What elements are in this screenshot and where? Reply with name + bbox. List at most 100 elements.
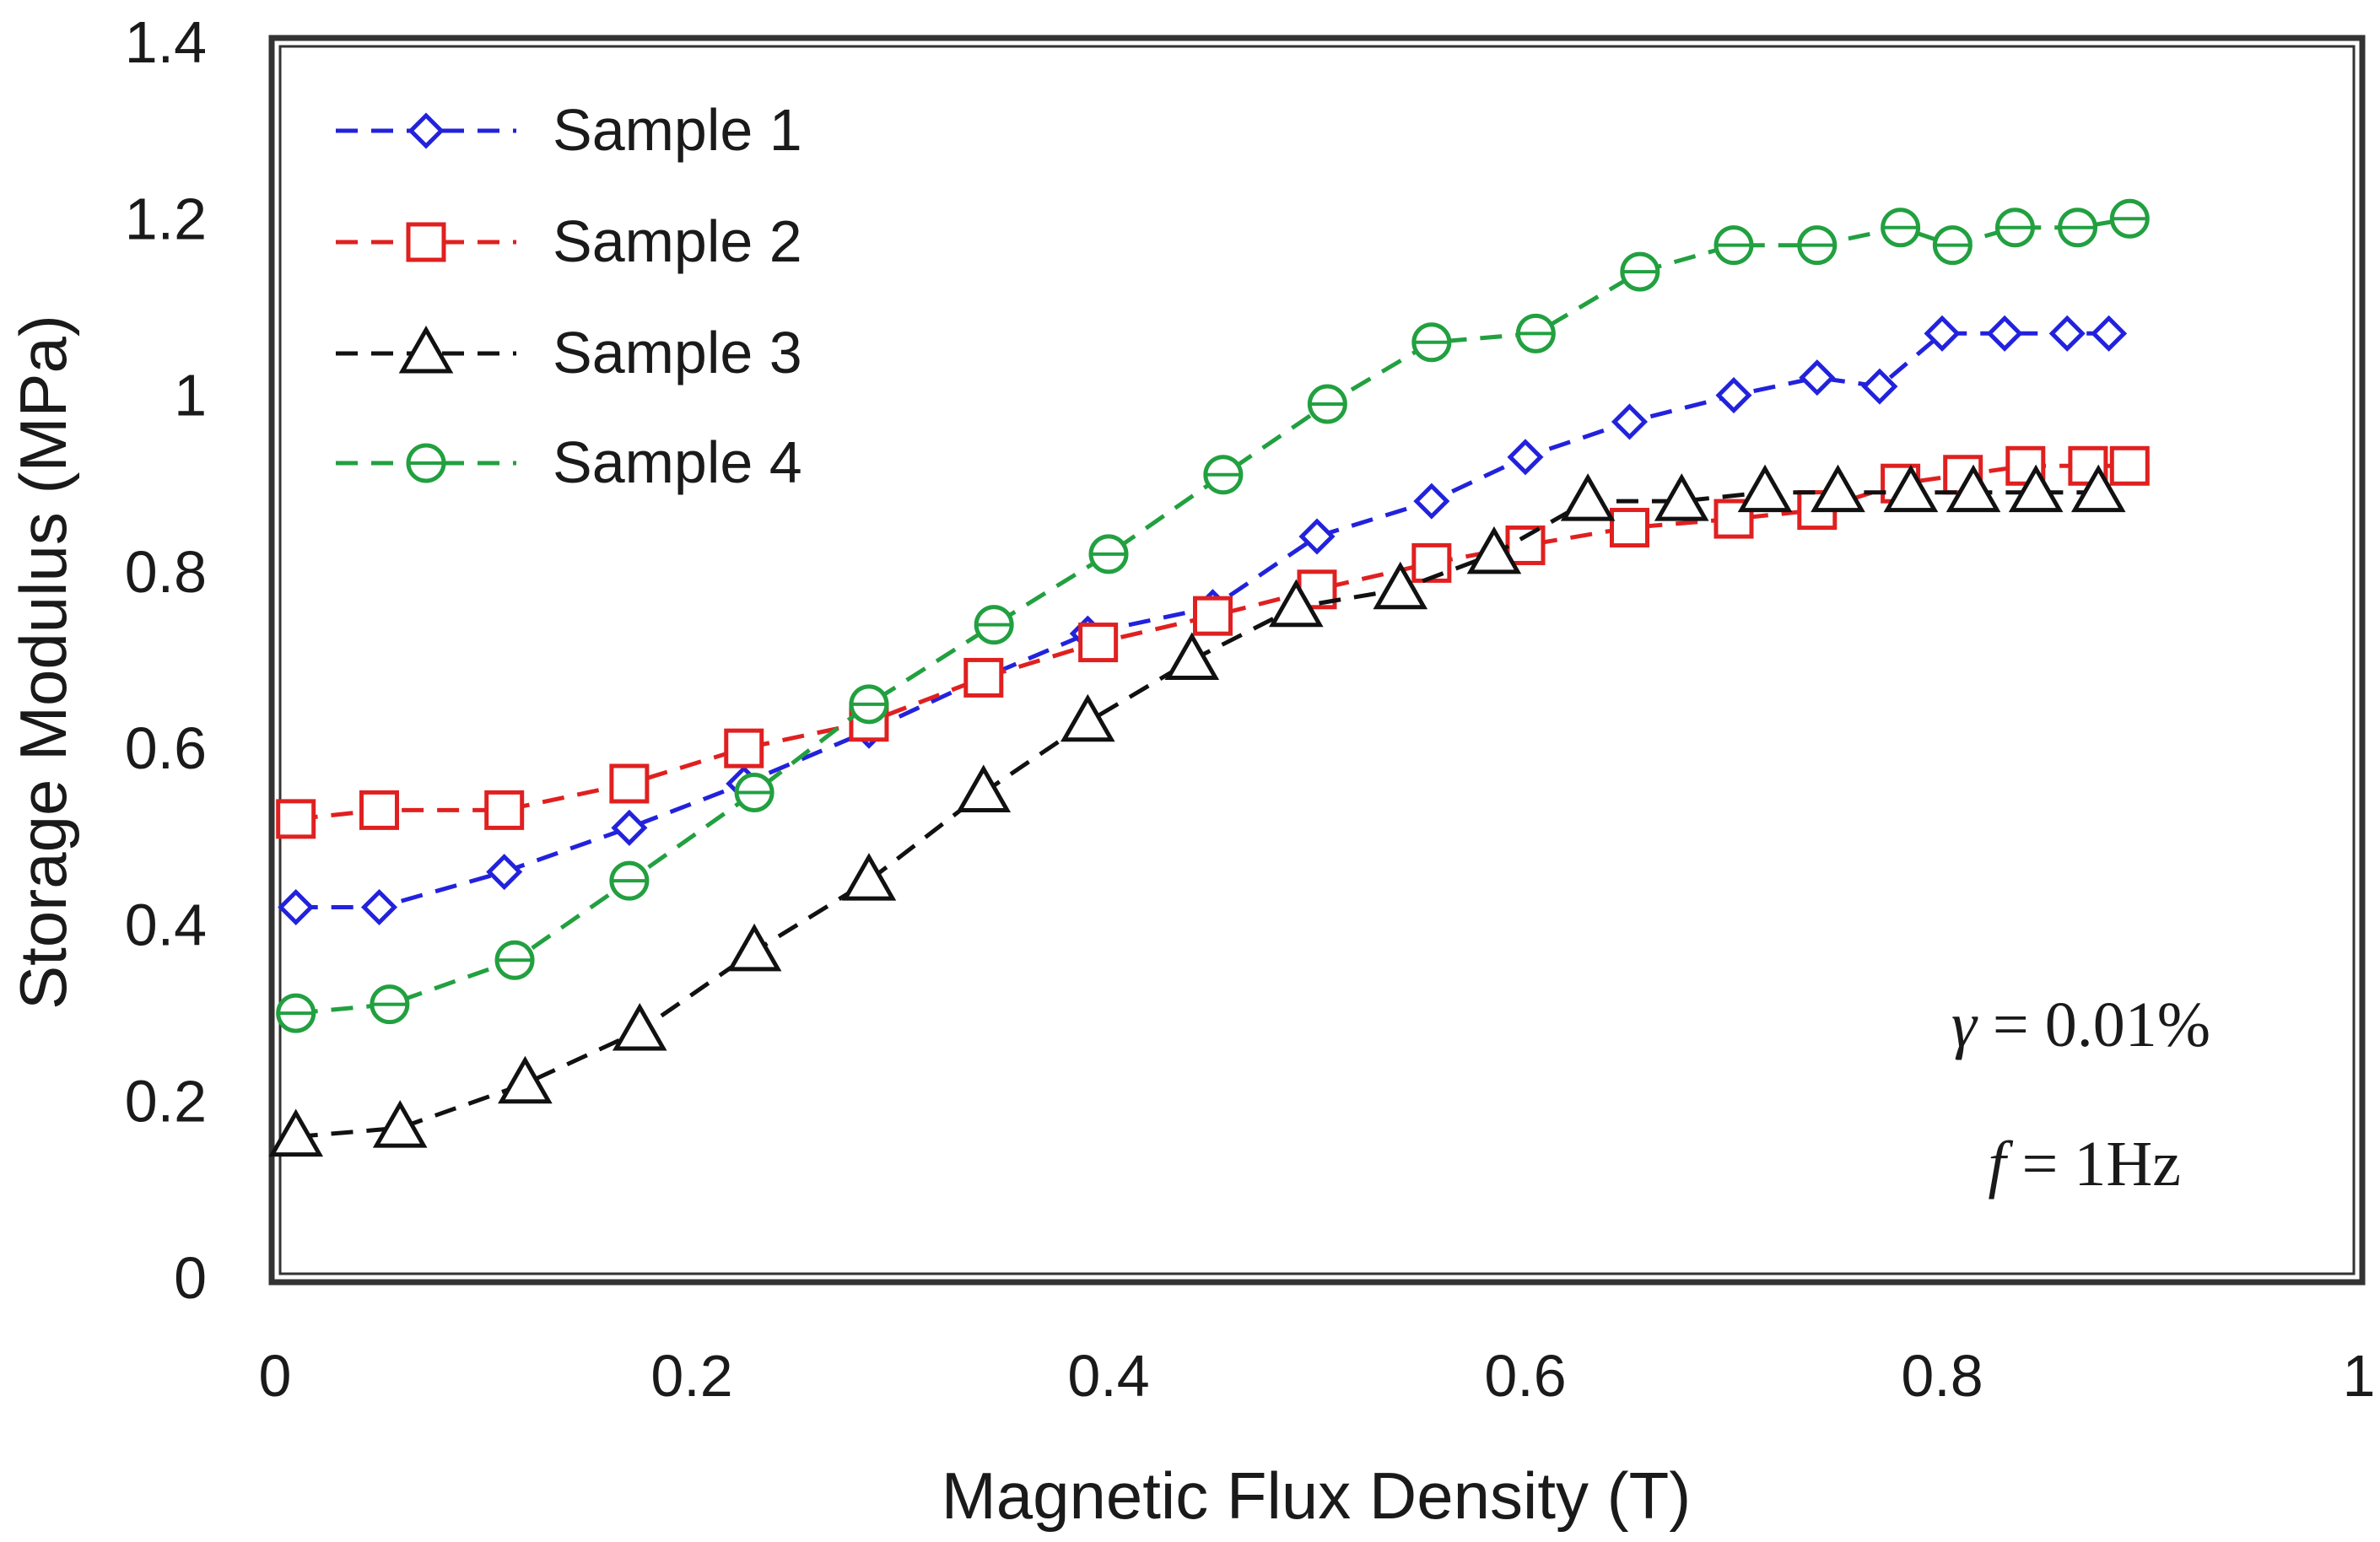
x-tick-label: 0.6 [1484,1343,1566,1409]
legend-item-sample-4: Sample 4 [336,429,802,495]
data-point-sample-4 [734,772,774,812]
series-line-sample-3 [295,490,2099,1140]
data-point-sample-2 [276,799,316,839]
annotation-frequency: f = 1Hz [1988,1129,2181,1200]
data-point-sample-1 [1924,315,1961,352]
data-point-sample-3 [1164,632,1220,680]
data-point-sample-4 [1932,225,1973,266]
y-tick-label: 0.6 [125,715,207,781]
data-point-sample-2 [963,657,1004,698]
plot-frame-inner [278,45,2356,1275]
data-point-sample-2 [2109,445,2150,486]
data-point-sample-4 [1620,251,1660,292]
data-point-sample-4 [370,984,410,1025]
y-tick-label: 1.4 [125,9,207,75]
data-point-sample-1 [1861,368,1898,405]
y-tick-label: 0.4 [125,892,207,957]
data-point-sample-4 [276,993,316,1033]
y-tick-label: 1 [174,363,207,429]
annotation-strain-symbol: γ [1951,989,1978,1060]
data-point-sample-2 [1505,525,1546,565]
legend-label-sample-3: Sample 3 [553,320,802,386]
legend-marker-sample-3 [398,325,454,374]
data-point-sample-4 [1881,208,1921,248]
x-tick-label: 0.8 [1901,1343,1983,1409]
data-point-sample-3 [372,1100,428,1148]
data-point-sample-3 [726,923,782,972]
data-point-sample-4 [1307,384,1347,424]
plot-frame-outer [268,35,2366,1286]
y-tick-label: 1.2 [125,186,207,251]
data-point-sample-3 [1268,579,1324,628]
x-axis-title: Magnetic Flux Density (T) [942,1458,1692,1533]
data-point-sample-1 [1715,377,1752,414]
series-sample-2 [276,445,2150,839]
x-tick-label: 0 [259,1343,292,1409]
data-point-sample-1 [1986,315,2023,352]
data-point-sample-2 [1078,623,1119,663]
legend-marker-sample-4 [406,443,446,483]
data-point-sample-1 [1413,483,1450,520]
series-sample-4 [276,198,2150,1033]
data-point-sample-4 [1203,455,1244,495]
x-axis-ticks: 0 0.2 0.4 0.6 0.8 1 [259,1343,2376,1409]
annotation-frequency-value: = 1Hz [2006,1129,2181,1200]
data-point-sample-4 [1713,225,1754,266]
annotation-strain: γ = 0.01% [1951,989,2210,1060]
legend-item-sample-3: Sample 3 [336,320,802,386]
data-point-sample-2 [1411,542,1452,583]
data-point-sample-1 [278,888,315,926]
y-tick-label: 0.2 [125,1069,207,1135]
data-point-sample-2 [1610,508,1649,548]
legend-marker-sample-2 [406,222,446,262]
legend-item-sample-2: Sample 2 [336,208,802,274]
data-point-sample-3 [1654,473,1709,521]
data-point-sample-4 [1411,322,1452,363]
legend-label-sample-4: Sample 4 [553,429,802,495]
data-point-sample-1 [2048,315,2086,352]
series-layer [268,198,2150,1157]
data-point-sample-2 [359,790,399,830]
y-axis-title: Storage Modulus (MPa) [6,315,80,1010]
data-point-sample-3 [2070,464,2126,513]
data-point-sample-3 [956,764,1012,812]
data-point-sample-4 [1994,208,2035,248]
data-point-sample-2 [484,790,525,830]
data-point-sample-3 [1811,464,1865,513]
data-point-sample-4 [2058,208,2098,248]
data-point-sample-1 [360,888,398,926]
data-point-sample-3 [2008,464,2064,513]
data-point-sample-1 [611,809,648,846]
data-point-sample-1 [1799,359,1836,396]
data-point-sample-3 [1373,561,1428,610]
data-point-sample-3 [1060,693,1115,742]
data-point-sample-3 [841,853,897,901]
data-point-sample-4 [1515,313,1556,353]
data-point-sample-1 [1507,439,1544,476]
y-axis-ticks: 0 0.2 0.4 0.6 0.8 1 1.2 1.4 [125,9,207,1311]
legend: Sample 1 Sample 2 Sample 3 Sample 4 [336,97,802,495]
data-point-sample-4 [974,605,1014,645]
data-point-sample-1 [1298,518,1336,555]
data-point-sample-3 [1946,464,2001,513]
data-point-sample-4 [849,684,889,725]
data-point-sample-2 [1193,596,1233,636]
y-tick-label: 0.8 [125,539,207,605]
x-tick-label: 0.4 [1067,1343,1149,1409]
x-tick-label: 0.2 [650,1343,732,1409]
data-point-sample-4 [1797,225,1838,266]
legend-marker-sample-1 [407,112,445,149]
data-point-sample-1 [486,854,523,891]
data-point-sample-3 [1737,464,1793,513]
legend-item-sample-1: Sample 1 [336,97,802,163]
data-point-sample-4 [609,860,650,901]
data-point-sample-1 [1611,403,1649,440]
series-sample-3 [268,464,2126,1157]
annotation-strain-value: = 0.01% [1977,989,2210,1060]
data-point-sample-3 [498,1055,553,1104]
x-tick-label: 1 [2343,1343,2376,1409]
data-point-sample-4 [1088,534,1129,574]
series-line-sample-2 [295,463,2130,822]
data-point-sample-3 [1883,464,1939,513]
legend-label-sample-2: Sample 2 [553,208,802,274]
